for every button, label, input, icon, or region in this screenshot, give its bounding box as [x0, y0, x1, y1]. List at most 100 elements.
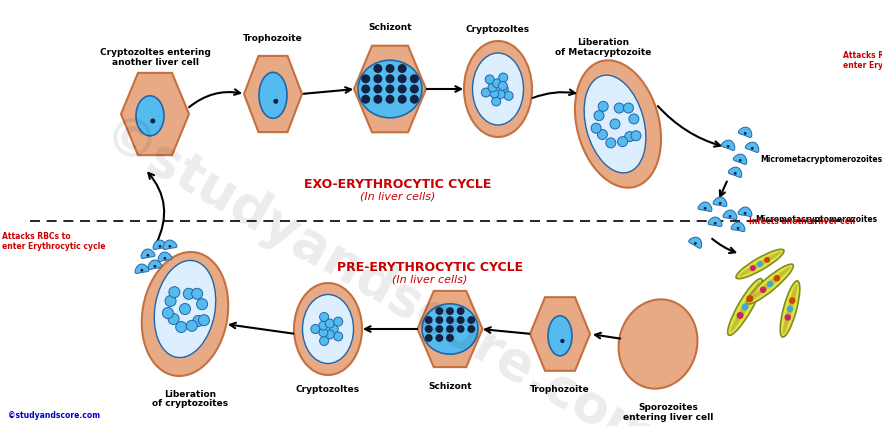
- Text: Schizont: Schizont: [368, 23, 412, 32]
- Ellipse shape: [398, 65, 407, 74]
- Text: of cryptozoites: of cryptozoites: [152, 398, 228, 407]
- Ellipse shape: [734, 173, 736, 176]
- Ellipse shape: [198, 315, 210, 326]
- Ellipse shape: [606, 138, 616, 149]
- Ellipse shape: [294, 283, 362, 375]
- Ellipse shape: [436, 308, 444, 315]
- Ellipse shape: [617, 137, 628, 147]
- Ellipse shape: [598, 102, 609, 112]
- Ellipse shape: [719, 202, 721, 205]
- Ellipse shape: [410, 85, 419, 94]
- Ellipse shape: [774, 275, 781, 282]
- Polygon shape: [158, 253, 172, 262]
- Ellipse shape: [496, 90, 505, 100]
- Text: Attacks RBCs to: Attacks RBCs to: [2, 232, 71, 241]
- Ellipse shape: [739, 160, 742, 162]
- Ellipse shape: [446, 308, 454, 315]
- Ellipse shape: [505, 92, 513, 101]
- Text: ©studyandscore.com: ©studyandscore.com: [8, 410, 101, 419]
- Ellipse shape: [729, 216, 731, 218]
- Ellipse shape: [728, 279, 762, 336]
- Ellipse shape: [319, 328, 328, 337]
- Ellipse shape: [736, 250, 784, 279]
- Polygon shape: [738, 207, 752, 217]
- Ellipse shape: [159, 245, 161, 248]
- Ellipse shape: [310, 325, 320, 334]
- Ellipse shape: [730, 282, 759, 333]
- Ellipse shape: [575, 61, 661, 188]
- Polygon shape: [163, 240, 177, 250]
- Ellipse shape: [624, 104, 633, 114]
- Polygon shape: [713, 198, 727, 207]
- Text: (In liver cells): (In liver cells): [361, 192, 436, 201]
- Text: Micrometacryptomerozoites: Micrometacryptomerozoites: [760, 155, 882, 164]
- Ellipse shape: [704, 207, 706, 210]
- Ellipse shape: [197, 299, 207, 310]
- Ellipse shape: [499, 85, 508, 94]
- Ellipse shape: [146, 254, 149, 257]
- Ellipse shape: [362, 85, 370, 94]
- Ellipse shape: [385, 85, 394, 94]
- Ellipse shape: [744, 132, 747, 135]
- Text: PRE-ERYTHROCYTIC CYCLE: PRE-ERYTHROCYTIC CYCLE: [337, 261, 523, 274]
- Ellipse shape: [694, 242, 697, 245]
- Ellipse shape: [736, 312, 744, 319]
- Polygon shape: [721, 141, 735, 151]
- Polygon shape: [135, 265, 149, 274]
- Ellipse shape: [457, 325, 465, 333]
- Polygon shape: [244, 57, 302, 133]
- Ellipse shape: [303, 295, 354, 364]
- Ellipse shape: [738, 252, 781, 277]
- Text: ©studyandscore.com: ©studyandscore.com: [93, 109, 667, 426]
- Polygon shape: [141, 250, 155, 259]
- Ellipse shape: [446, 325, 454, 333]
- Ellipse shape: [319, 321, 328, 330]
- Ellipse shape: [781, 281, 800, 337]
- Ellipse shape: [760, 287, 766, 294]
- Ellipse shape: [560, 339, 564, 343]
- Ellipse shape: [485, 76, 494, 85]
- Ellipse shape: [631, 132, 641, 141]
- Ellipse shape: [362, 75, 370, 84]
- Ellipse shape: [176, 322, 187, 333]
- Ellipse shape: [490, 89, 498, 98]
- Ellipse shape: [373, 95, 382, 104]
- Ellipse shape: [154, 261, 216, 358]
- Text: Infects another liver cell: Infects another liver cell: [749, 217, 855, 226]
- Ellipse shape: [787, 306, 793, 313]
- Ellipse shape: [410, 75, 419, 84]
- Ellipse shape: [584, 76, 646, 173]
- Ellipse shape: [750, 265, 756, 271]
- Text: Sporozoites: Sporozoites: [638, 402, 698, 411]
- Text: enter Erythrocytic cycle: enter Erythrocytic cycle: [843, 61, 882, 70]
- Ellipse shape: [333, 317, 343, 326]
- Text: Cryptozoltes: Cryptozoltes: [296, 384, 360, 393]
- Polygon shape: [745, 143, 759, 153]
- Ellipse shape: [446, 334, 454, 342]
- Polygon shape: [729, 168, 742, 178]
- Text: Trophozoite: Trophozoite: [530, 384, 590, 393]
- Ellipse shape: [410, 95, 419, 104]
- Text: Micrometacryptomerozoites: Micrometacryptomerozoites: [755, 215, 877, 224]
- Ellipse shape: [591, 124, 602, 134]
- Ellipse shape: [333, 332, 343, 341]
- Ellipse shape: [358, 61, 422, 118]
- Ellipse shape: [736, 227, 739, 230]
- Ellipse shape: [597, 130, 608, 140]
- Ellipse shape: [180, 304, 191, 315]
- Ellipse shape: [436, 334, 444, 342]
- Ellipse shape: [498, 82, 507, 91]
- Ellipse shape: [436, 325, 444, 333]
- Ellipse shape: [183, 289, 194, 299]
- Ellipse shape: [165, 296, 176, 307]
- Ellipse shape: [714, 222, 716, 225]
- Ellipse shape: [373, 85, 382, 94]
- Ellipse shape: [784, 314, 791, 321]
- Ellipse shape: [329, 325, 338, 334]
- Polygon shape: [354, 46, 426, 133]
- Ellipse shape: [482, 89, 490, 98]
- Ellipse shape: [446, 317, 454, 324]
- Ellipse shape: [457, 308, 465, 315]
- Text: (In liver cells): (In liver cells): [392, 274, 467, 284]
- Ellipse shape: [614, 104, 624, 114]
